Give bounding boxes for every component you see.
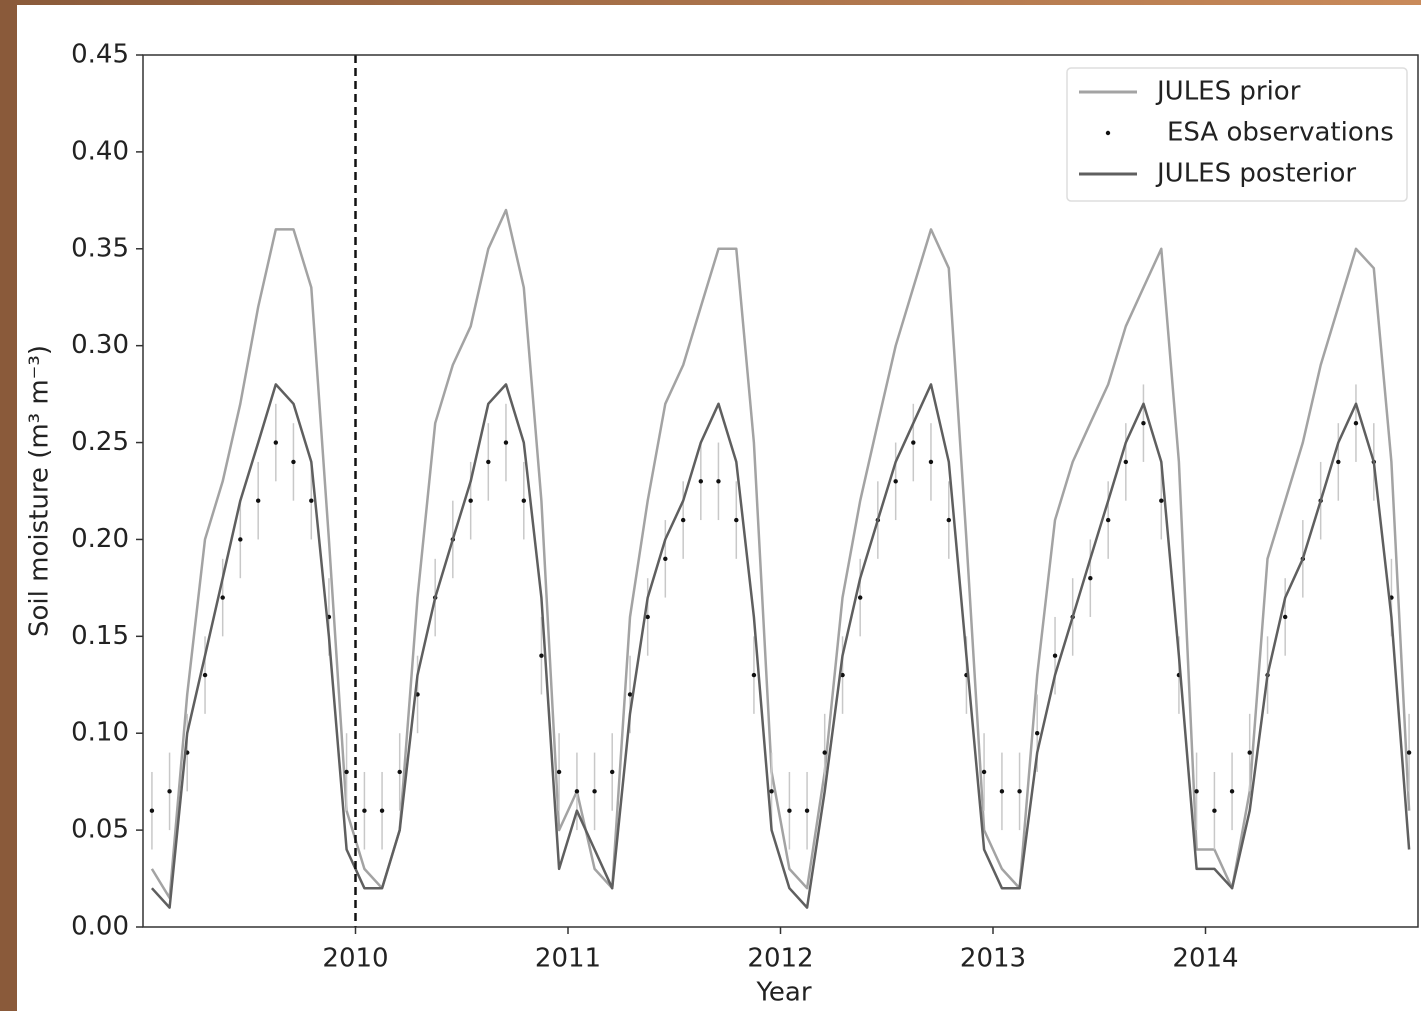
observation-point — [787, 808, 792, 813]
legend-box — [1066, 67, 1408, 202]
observation-point — [574, 789, 580, 794]
y-tick-label: 0.20 — [71, 524, 129, 554]
x-tick-label: 2014 — [1172, 944, 1238, 974]
observation-point — [220, 595, 225, 600]
observation-point — [1282, 614, 1288, 620]
observation-point — [309, 498, 314, 503]
y-tick-label: 0.10 — [71, 718, 129, 748]
observation-point — [946, 517, 951, 523]
observation-point — [149, 808, 155, 813]
observation-point — [1017, 789, 1022, 794]
observation-point — [344, 769, 349, 775]
observation-point — [202, 672, 208, 678]
y-tick-label: 0.30 — [71, 330, 129, 360]
observation-point — [1212, 808, 1217, 813]
observation-point — [1353, 420, 1359, 426]
observation-point — [822, 750, 827, 755]
observation-point — [238, 537, 243, 542]
x-tick-label: 2010 — [322, 944, 388, 974]
observation-point — [273, 440, 279, 445]
observation-point — [999, 789, 1005, 794]
observation-point — [1229, 789, 1235, 794]
observation-point — [857, 595, 863, 600]
observation-point — [840, 672, 845, 678]
x-axis-label: Year — [755, 978, 811, 1008]
observation-point — [1123, 459, 1129, 465]
observation-point — [362, 808, 367, 813]
x-tick-label: 2012 — [747, 944, 813, 974]
y-axis-label: Soil moisture (m³ m⁻³) — [25, 345, 55, 637]
y-tick-label: 0.15 — [71, 621, 129, 651]
y-tick-label: 0.25 — [71, 427, 129, 457]
observation-point — [291, 459, 296, 465]
x-tick-label: 2013 — [960, 944, 1026, 974]
observation-point — [167, 789, 172, 794]
observation-point — [627, 692, 633, 697]
observation-point — [1088, 576, 1093, 581]
observation-point — [521, 498, 526, 503]
observation-point — [255, 498, 261, 503]
observation-point — [680, 517, 686, 523]
observation-point — [1159, 498, 1164, 503]
observation-point — [610, 769, 615, 775]
legend-label: JULES prior — [1155, 77, 1301, 107]
observation-point — [928, 459, 934, 465]
observation-point — [981, 769, 987, 775]
observation-point — [1194, 789, 1199, 794]
observation-point — [397, 769, 402, 775]
observation-point — [716, 479, 721, 484]
series-line — [150, 208, 1411, 900]
observation-point — [592, 789, 597, 794]
y-tick-label: 0.05 — [71, 815, 129, 845]
y-tick-label: 0.00 — [71, 912, 129, 942]
legend-label: JULES posterior — [1155, 159, 1356, 189]
observation-point — [663, 556, 668, 562]
observation-point — [1141, 420, 1146, 426]
observation-point — [804, 808, 810, 813]
observation-point — [893, 479, 898, 484]
observation-point — [1336, 459, 1341, 465]
observation-point — [1052, 653, 1058, 658]
observation-point — [1247, 750, 1252, 755]
observation-point — [1035, 731, 1040, 736]
observation-point — [751, 672, 757, 678]
observation-point — [911, 440, 916, 445]
observation-point — [379, 808, 385, 813]
y-tick-label: 0.40 — [71, 136, 129, 166]
observation-point — [468, 498, 473, 503]
observation-point — [1406, 750, 1412, 755]
legend-swatch — [1105, 130, 1111, 136]
x-tick-label: 2011 — [535, 944, 601, 974]
axes-frame — [142, 54, 1419, 928]
legend-label: ESA observations — [1167, 118, 1394, 148]
plot-area — [149, 208, 1412, 909]
observation-point — [769, 789, 774, 794]
y-tick-label: 0.45 — [71, 40, 129, 70]
observation-point — [503, 440, 509, 445]
observation-point — [734, 517, 739, 523]
observation-point — [486, 459, 491, 465]
observation-point — [645, 614, 650, 620]
observation-point — [1105, 517, 1111, 523]
series-line — [150, 383, 1411, 909]
observation-point — [698, 479, 704, 484]
observation-point — [556, 769, 562, 775]
y-tick-label: 0.35 — [71, 233, 129, 263]
observation-point — [539, 653, 544, 658]
